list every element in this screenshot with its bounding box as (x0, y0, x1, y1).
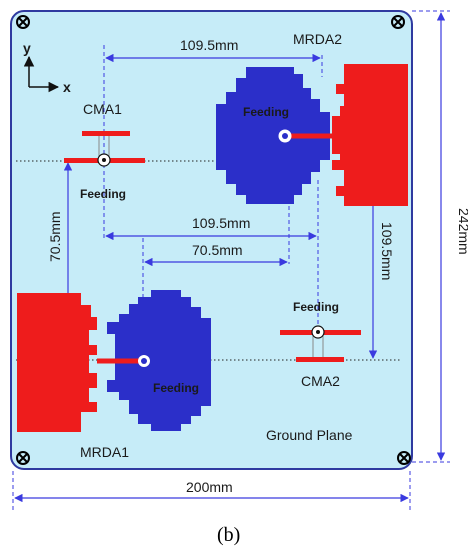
figure-caption: (b) (217, 524, 240, 546)
cma2-label: CMA2 (301, 373, 340, 389)
screw-hole-icon (391, 15, 405, 29)
cma1-label: CMA1 (83, 101, 122, 117)
cma2-antenna (280, 325, 361, 362)
y-axis-label: y (23, 40, 31, 56)
mrda1-blue-patch (107, 290, 211, 431)
mrda2-blue-patch (216, 67, 330, 204)
screw-hole-icon (16, 451, 30, 465)
left-vertical-label: 70.5mm (47, 211, 63, 262)
mrda1-label: MRDA1 (80, 444, 129, 460)
mrda2-label: MRDA2 (293, 31, 342, 47)
screw-hole-icon (16, 15, 30, 29)
mid-spacing-label: 109.5mm (192, 215, 250, 231)
mrda1-red-patch (17, 293, 97, 432)
mrda1-feeding-label: Feeding (153, 381, 199, 395)
x-axis-label: x (63, 79, 71, 95)
board-height-label: 242mm (456, 208, 468, 255)
cma2-feeding-label: Feeding (293, 300, 339, 314)
mrda2-red-patch (332, 64, 408, 206)
cma1-antenna (64, 131, 145, 167)
coordinate-axes: y x (23, 40, 71, 95)
board-width-label: 200mm (186, 479, 233, 495)
top-spacing-label: 109.5mm (180, 37, 238, 53)
dimension-arrows (14, 12, 446, 503)
mrda2-feeding-label: Feeding (243, 105, 289, 119)
screw-hole-icon (397, 451, 411, 465)
mid-offset-label: 70.5mm (192, 242, 243, 258)
right-vertical-label: 109.5mm (379, 222, 395, 280)
ground-plane-label: Ground Plane (266, 427, 353, 443)
cma1-feeding-label: Feeding (80, 187, 126, 201)
